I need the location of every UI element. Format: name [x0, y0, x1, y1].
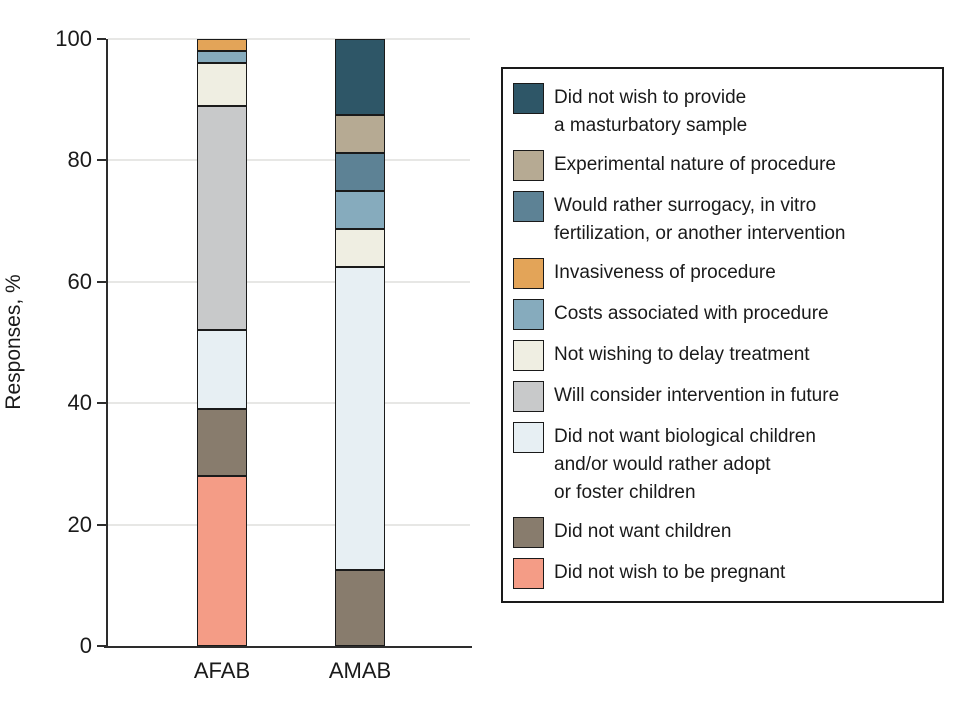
- x-tick-label: AFAB: [193, 658, 251, 683]
- legend-swatch: [513, 191, 544, 222]
- gridline: [108, 402, 470, 405]
- legend-swatch: [513, 340, 544, 371]
- bar-segment: [197, 105, 247, 331]
- bar-segment: [335, 266, 385, 571]
- legend-swatch: [513, 558, 544, 589]
- legend-item: Did not want biological children and/or …: [513, 422, 930, 507]
- bar-segment: [335, 570, 385, 646]
- legend-item: Will consider intervention in future: [513, 381, 930, 412]
- gridline: [108, 159, 470, 162]
- bar-segment: [197, 63, 247, 106]
- y-tick-label: 60: [67, 268, 92, 294]
- legend-box: Did not wish to provide a masturbatory s…: [501, 67, 944, 603]
- y-axis-line: [106, 39, 108, 648]
- legend-item: Did not want children: [513, 517, 930, 548]
- y-tick-mark: [97, 645, 106, 647]
- y-tick-mark: [97, 159, 106, 162]
- legend-label: Invasiveness of procedure: [554, 262, 776, 283]
- legend-item: Costs associated with procedure: [513, 299, 930, 330]
- legend-label: Did not wish to provide a masturbatory s…: [554, 87, 748, 136]
- bar-afab: [197, 39, 247, 646]
- bar-segment: [335, 190, 385, 229]
- bar-segment: [197, 476, 247, 646]
- bar-segment: [197, 409, 247, 477]
- legend-label: Not wishing to delay treatment: [554, 344, 810, 365]
- gridline: [108, 523, 470, 526]
- legend-swatch: [513, 517, 544, 548]
- legend-swatch: [513, 258, 544, 289]
- legend-swatch: [513, 83, 544, 114]
- y-axis-title: Responses, %: [2, 274, 25, 410]
- plot-area: 0 20 40 60 80 100 AFAB AMAB: [55, 27, 472, 683]
- gridline: [108, 38, 470, 40]
- y-tick-mark: [97, 280, 106, 283]
- legend-label: Experimental nature of procedure: [554, 154, 836, 175]
- bar-segment: [197, 330, 247, 410]
- legend-label: Will consider intervention in future: [554, 385, 840, 406]
- bar-segment: [197, 51, 247, 64]
- legend-label: Did not want children: [554, 521, 732, 542]
- bar-amab: [335, 39, 385, 646]
- legend-label: Did not wish to be pregnant: [554, 562, 786, 583]
- legend-item: Would rather surrogacy, in vitro fertili…: [513, 191, 930, 248]
- y-tick-label: 80: [67, 147, 92, 173]
- bar-segment: [335, 228, 385, 267]
- y-tick-label: 40: [67, 390, 92, 416]
- y-tick-label: 100: [55, 26, 92, 51]
- x-axis-line: [104, 646, 472, 648]
- bar-segment: [335, 152, 385, 191]
- legend-label: Did not want biological children and/or …: [554, 426, 816, 503]
- y-tick-mark: [97, 523, 106, 526]
- legend-swatch: [513, 381, 544, 412]
- y-tick-mark: [97, 38, 106, 40]
- y-tick-label: 0: [79, 633, 92, 658]
- legend-swatch: [513, 299, 544, 330]
- legend-label: Would rather surrogacy, in vitro fertili…: [554, 195, 846, 244]
- legend-swatch: [513, 150, 544, 181]
- legend-swatch: [513, 422, 544, 453]
- legend-item: Did not wish to be pregnant: [513, 558, 930, 589]
- bar-segment: [197, 39, 247, 52]
- bar-segment: [335, 114, 385, 153]
- legend-item: Not wishing to delay treatment: [513, 340, 930, 371]
- legend-item: Experimental nature of procedure: [513, 150, 930, 181]
- legend-label: Costs associated with procedure: [554, 303, 829, 324]
- gridline: [108, 280, 470, 283]
- y-tick-mark: [97, 402, 106, 405]
- x-tick-label: AMAB: [328, 658, 392, 683]
- legend-item: Invasiveness of procedure: [513, 258, 930, 289]
- y-tick-label: 20: [67, 511, 92, 537]
- bar-segment: [335, 39, 385, 115]
- legend-item: Did not wish to provide a masturbatory s…: [513, 83, 930, 140]
